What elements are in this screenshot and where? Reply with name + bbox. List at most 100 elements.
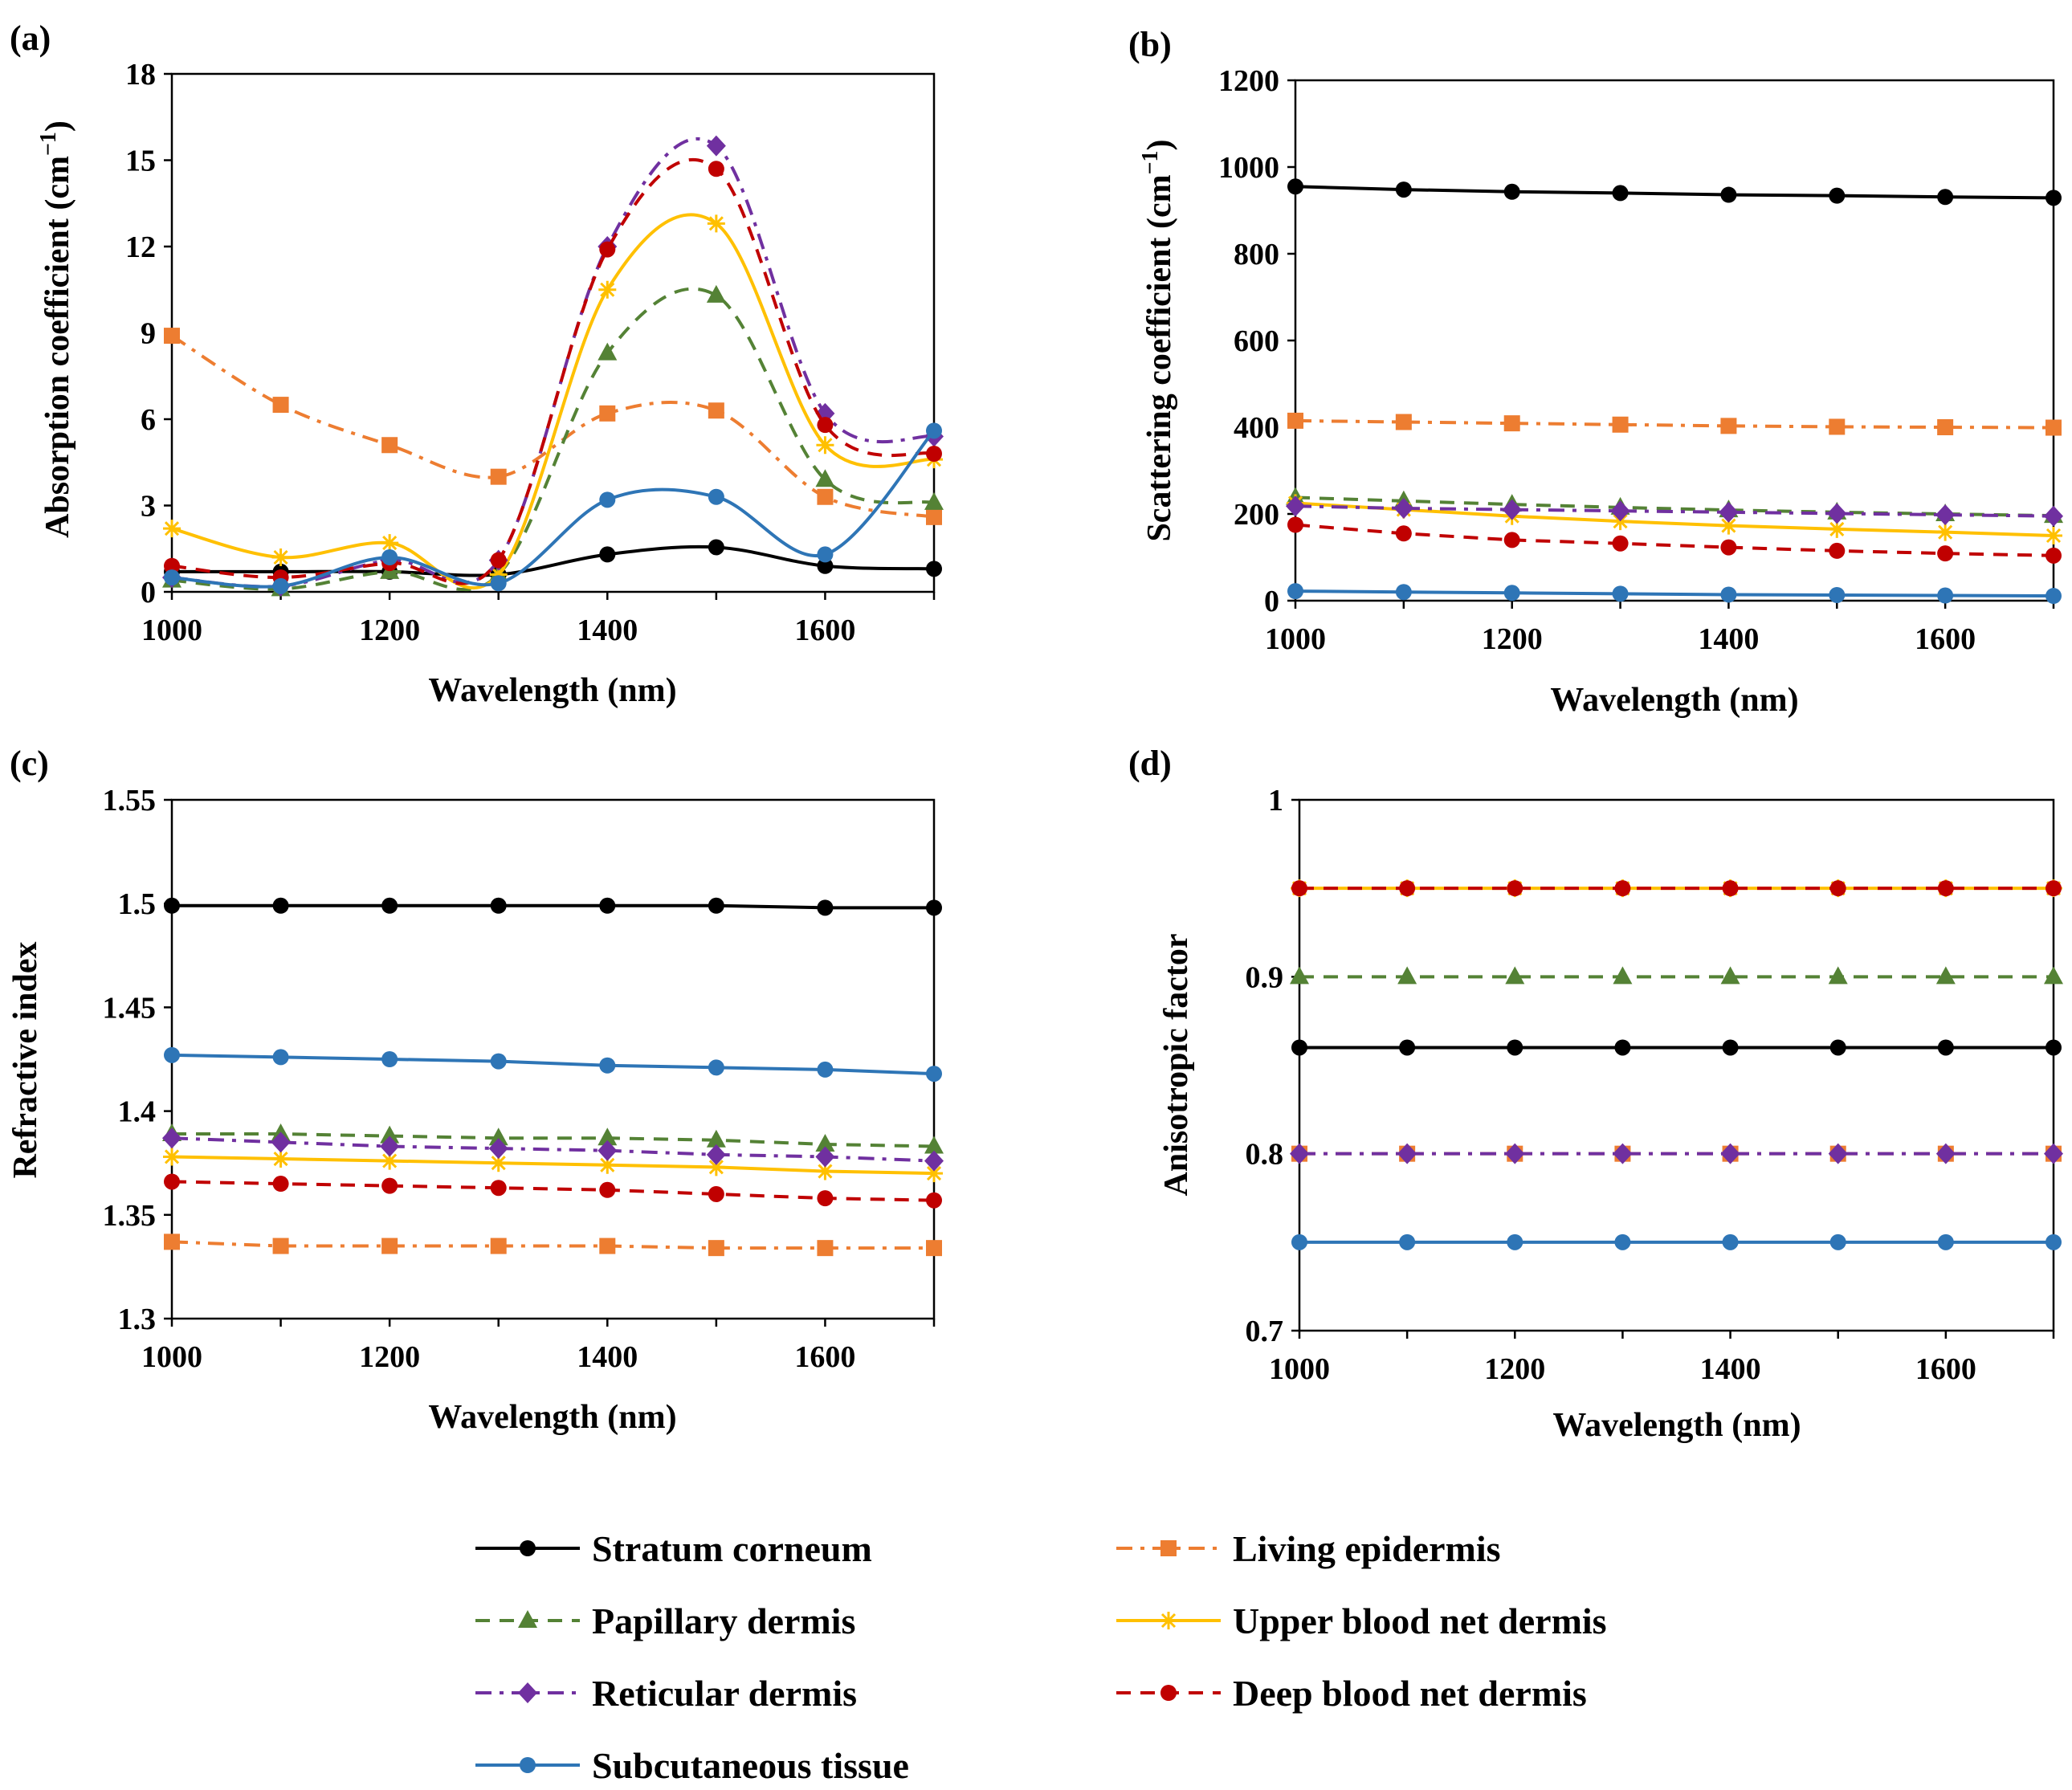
data-point bbox=[490, 552, 507, 569]
data-point bbox=[1502, 499, 1522, 520]
series-stratum bbox=[1291, 1039, 2062, 1056]
data-point bbox=[1613, 966, 1633, 985]
data-point bbox=[817, 1240, 834, 1257]
data-point bbox=[1829, 1233, 1846, 1250]
data-point bbox=[1399, 1039, 1416, 1056]
series-living bbox=[1287, 412, 2062, 436]
data-point bbox=[1937, 189, 1954, 206]
data-point bbox=[598, 1156, 617, 1174]
x-tick-label: 1400 bbox=[1700, 1352, 1761, 1386]
series-line bbox=[171, 213, 935, 589]
y-tick-label: 1.35 bbox=[103, 1199, 157, 1233]
panel-c: (c) 1.3 1.35 1.4 1.45 1.5 1.55 1000 1200 1400 1600… bbox=[7, 744, 944, 1436]
x-axis-title: Wavelength (nm) bbox=[1550, 682, 1798, 719]
data-point bbox=[817, 1190, 834, 1207]
series-line bbox=[1295, 589, 2054, 598]
y-tick-label: 0 bbox=[1264, 585, 1279, 618]
data-point bbox=[1937, 545, 1954, 562]
plot-frame bbox=[170, 72, 936, 593]
data-point bbox=[272, 897, 289, 914]
y-tick-label: 1200 bbox=[1218, 64, 1279, 98]
data-point bbox=[1505, 1143, 1525, 1164]
series-subcut bbox=[1291, 1233, 2062, 1250]
y-tick-label: 6 bbox=[141, 403, 156, 437]
series-line bbox=[171, 1053, 935, 1076]
legend-entry-reticular: Reticular dermis bbox=[475, 1673, 857, 1714]
data-point bbox=[1291, 1039, 1307, 1056]
data-point bbox=[381, 1051, 398, 1067]
y-tick-label: 0 bbox=[141, 576, 156, 610]
data-point bbox=[1287, 412, 1303, 429]
data-point bbox=[1720, 966, 1740, 985]
data-point bbox=[489, 1154, 508, 1172]
data-point bbox=[1829, 586, 1846, 603]
data-point bbox=[1614, 1039, 1631, 1056]
data-point bbox=[164, 569, 180, 586]
series-reticular bbox=[1290, 1143, 2063, 1164]
series-stratum bbox=[164, 897, 942, 916]
series-subcut bbox=[164, 1046, 942, 1083]
data-point bbox=[488, 1138, 508, 1160]
data-point bbox=[925, 1164, 943, 1183]
data-point bbox=[924, 1136, 944, 1154]
panel-label: (a) bbox=[10, 18, 51, 58]
panel-d: (d) 0.7 0.8 0.9 1 1000 1200 1400 1600 Wavelength … bbox=[1128, 744, 2063, 1444]
data-point bbox=[1397, 966, 1417, 985]
data-point bbox=[381, 437, 398, 454]
data-point bbox=[490, 575, 507, 592]
data-point bbox=[1827, 503, 1847, 524]
data-point bbox=[924, 1150, 944, 1172]
data-point bbox=[598, 280, 617, 299]
data-point bbox=[1395, 525, 1412, 542]
data-point bbox=[1937, 880, 1954, 897]
series-subcut bbox=[164, 422, 942, 594]
data-point bbox=[1829, 542, 1846, 559]
data-point bbox=[1287, 178, 1303, 195]
data-point bbox=[1720, 586, 1737, 603]
data-point bbox=[2044, 1143, 2063, 1164]
series-living bbox=[164, 1233, 942, 1257]
x-tick-label: 1600 bbox=[794, 1340, 855, 1374]
series-line bbox=[171, 1180, 935, 1202]
x-tick-label: 1000 bbox=[1265, 622, 1326, 656]
series-line bbox=[171, 1155, 935, 1176]
data-point bbox=[381, 1152, 399, 1170]
data-point bbox=[1937, 419, 1954, 435]
data-point bbox=[706, 135, 726, 157]
data-point bbox=[1290, 966, 1309, 985]
legend-marker bbox=[1160, 1685, 1177, 1701]
data-point bbox=[1287, 516, 1303, 533]
data-point bbox=[164, 1046, 180, 1063]
data-point bbox=[162, 1127, 182, 1149]
y-tick-label: 1.3 bbox=[118, 1303, 157, 1336]
data-point bbox=[598, 342, 618, 361]
data-point bbox=[1829, 880, 1846, 897]
data-point bbox=[1722, 880, 1739, 897]
data-point bbox=[1614, 880, 1631, 897]
data-point bbox=[599, 491, 616, 508]
x-tick-label: 1200 bbox=[359, 614, 420, 647]
data-point bbox=[708, 1240, 724, 1257]
data-point bbox=[164, 557, 180, 574]
data-point bbox=[2044, 505, 2063, 527]
y-tick-label: 0.7 bbox=[1246, 1315, 1284, 1348]
data-point bbox=[1399, 880, 1416, 897]
x-tick-label: 1000 bbox=[141, 1340, 202, 1374]
y-tick-label: 1.55 bbox=[103, 784, 157, 818]
data-point bbox=[1829, 187, 1846, 204]
legend-label: Upper blood net dermis bbox=[1233, 1600, 1607, 1641]
data-point bbox=[381, 1177, 398, 1194]
data-point bbox=[1507, 1039, 1523, 1056]
data-point bbox=[599, 1238, 616, 1254]
x-tick-label: 1600 bbox=[794, 614, 855, 647]
legend-label: Stratum corneum bbox=[592, 1528, 872, 1569]
data-point bbox=[1937, 1233, 1954, 1250]
y-tick-label: 1.45 bbox=[103, 991, 157, 1025]
series-upper bbox=[163, 1148, 943, 1183]
series-deep bbox=[164, 157, 942, 586]
series-line bbox=[171, 137, 935, 589]
data-point bbox=[1828, 966, 1848, 985]
data-point bbox=[817, 899, 834, 916]
legend-label: Reticular dermis bbox=[592, 1673, 857, 1714]
data-point bbox=[708, 539, 724, 556]
